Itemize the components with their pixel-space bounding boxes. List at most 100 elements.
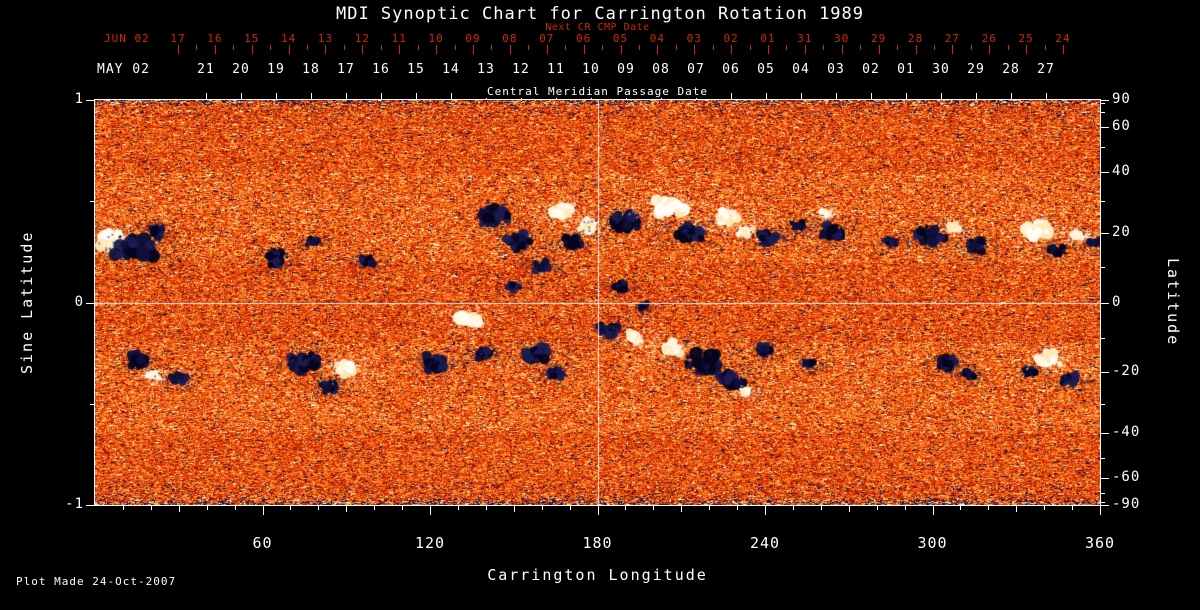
chart-title: MDI Synoptic Chart for Carrington Rotati…: [335, 4, 865, 24]
x-tick-mark: [262, 506, 264, 515]
x-tick-mark: [709, 506, 711, 510]
latitude-minor-tick: [1101, 201, 1105, 203]
cmp-date-tick: [240, 93, 242, 99]
cmp-date-tick: [602, 45, 604, 50]
x-tick-mark: [346, 506, 348, 512]
cmp-date-tick: [976, 93, 977, 99]
x-tick-mark: [402, 506, 404, 510]
x-tick-mark: [569, 506, 571, 510]
cmp-axis-label-text: Central Meridian Passage Date: [478, 85, 717, 98]
latitude-tick-mark: [1101, 100, 1109, 101]
cmp-date-tick: [565, 45, 567, 50]
cmp-day-label: 12: [512, 62, 530, 77]
x-tick-mark: [1044, 506, 1046, 510]
cmp-date-tick: [871, 93, 872, 99]
cmp-date-tick: [952, 45, 954, 54]
latitude-minor-tick: [1101, 457, 1105, 459]
cmp-day-label: 29: [967, 62, 985, 77]
cmp-date-tick: [214, 45, 216, 54]
x-tick-label: 300: [917, 534, 948, 552]
next-cr-day-label: 17: [170, 32, 186, 45]
next-cr-day-label: 12: [354, 32, 370, 45]
cmp-day-axis: 21 20 19 18 17 16 15 14 13 12 11 10 09 08 07 06 05 04 03 02…: [197, 62, 1054, 77]
cmp-day-label: 05: [757, 62, 775, 77]
cmp-date-tick: [345, 93, 347, 99]
y-axis-label-left: Sine Latitude: [18, 230, 36, 375]
cmp-date-tick: [381, 93, 382, 99]
cmp-date-tick: [1063, 45, 1064, 54]
cmp-date-tick: [1044, 45, 1046, 50]
next-cr-day-label: 27: [944, 32, 960, 45]
cmp-day-label: 10: [582, 62, 600, 77]
latitude-minor-tick: [1101, 112, 1105, 114]
next-cr-cmp-date-label: Next CR CMP Date: [545, 22, 650, 33]
latitude-tick-mark: [1101, 127, 1109, 129]
cmp-date-tick: [233, 45, 235, 50]
cmp-month-label: MAY 02: [97, 62, 150, 77]
next-cr-day-label: 25: [1018, 32, 1034, 45]
cmp-date-tick: [989, 45, 991, 54]
plot-area: [94, 99, 1101, 506]
x-tick-mark: [876, 506, 878, 510]
plot-made-label: Plot Made 24-Oct-2007: [16, 575, 177, 588]
x-tick-mark: [430, 506, 431, 515]
cmp-date-tick: [749, 45, 751, 50]
next-cr-day-label: 09: [465, 32, 481, 45]
latitude-tick-label: 60: [1112, 118, 1131, 135]
cmp-date-tick: [275, 93, 277, 99]
cmp-date-tick: [970, 45, 972, 50]
x-tick-mark: [206, 506, 208, 510]
latitude-tick-mark: [1101, 233, 1109, 235]
cmp-date-tick: [288, 45, 290, 54]
cmp-date-tick: [451, 93, 452, 99]
cmp-day-label: 16: [372, 62, 390, 77]
cmp-date-tick: [325, 45, 327, 54]
cmp-date-tick: [1046, 93, 1047, 99]
x-tick-mark: [178, 506, 180, 512]
latitude-tick-label: 90: [1112, 91, 1131, 107]
cmp-day-label: 15: [407, 62, 425, 77]
x-tick-mark: [625, 506, 627, 510]
cmp-date-tick: [380, 45, 382, 50]
x-tick-mark: [988, 506, 990, 510]
next-cr-day-label: 03: [686, 32, 702, 45]
cmp-day-label: 03: [827, 62, 845, 77]
cmp-date-tick: [178, 45, 179, 54]
cmp-day-label: 17: [337, 62, 355, 77]
cmp-date-tick: [416, 93, 417, 99]
latitude-tick-label: -60: [1112, 468, 1141, 485]
cmp-date-tick: [712, 45, 714, 50]
magnetogram-canvas: [95, 100, 1100, 505]
cmp-day-label: 21: [197, 62, 215, 77]
next-cr-day-label: 07: [539, 32, 555, 45]
cmp-date-tick: [767, 45, 769, 54]
cmp-date-tick: [436, 45, 438, 54]
next-cr-day-label: 29: [871, 32, 887, 45]
next-cr-day-label: 06: [576, 32, 592, 45]
sine-latitude-tick-label: -1: [65, 496, 84, 512]
cmp-date-tick: [675, 45, 677, 50]
latitude-minor-tick: [1101, 337, 1105, 339]
cmp-date-tick: [399, 45, 401, 54]
x-tick-mark: [234, 506, 236, 510]
x-tick-label: 240: [749, 534, 781, 552]
x-tick-mark: [820, 506, 822, 510]
next-cr-day-label: 16: [207, 32, 223, 45]
cmp-date-tick: [472, 45, 474, 54]
latitude-tick-label: 40: [1112, 163, 1131, 180]
cmp-date-tick: [1011, 93, 1012, 99]
x-tick-mark: [374, 506, 376, 510]
x-tick-mark: [597, 506, 599, 515]
cmp-date-tick: [1007, 45, 1009, 50]
cmp-date-tick: [206, 93, 207, 99]
cmp-day-label: 04: [792, 62, 810, 77]
cmp-date-tick: [638, 45, 640, 50]
x-tick-label: 360: [1084, 534, 1116, 552]
cmp-date-tick: [657, 45, 659, 54]
latitude-minor-tick: [1101, 267, 1105, 269]
x-tick-mark: [681, 506, 683, 512]
next-cr-day-label: 26: [981, 32, 997, 45]
cmp-day-label: 30: [932, 62, 950, 77]
cmp-date-tick: [362, 45, 364, 54]
cmp-day-label: 06: [722, 62, 740, 77]
